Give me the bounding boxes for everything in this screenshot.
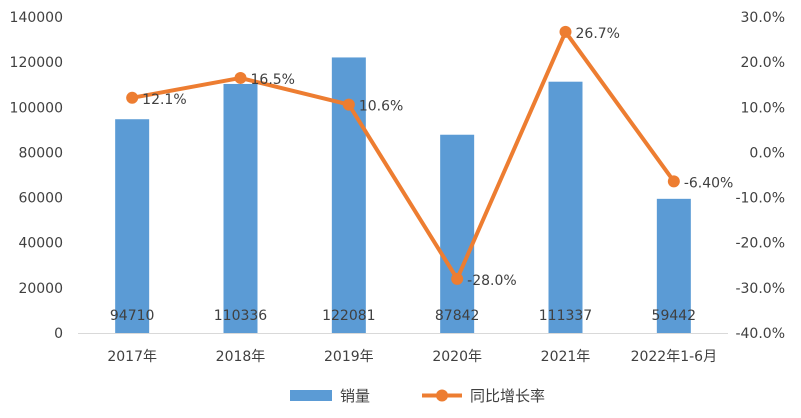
category-axis: 2017年 2018年 2019年 2020年 2021年 2022年1-6月 [107, 349, 717, 365]
left-axis: 0 20000 40000 60000 80000 100000 120000 140000 [10, 10, 63, 342]
category-label: 2019年 [324, 349, 374, 365]
right-axis-tick-label: 0.0% [749, 145, 785, 161]
line-value-label: 12.1% [142, 92, 186, 108]
line-value-label: 26.7% [576, 26, 620, 42]
line-marker [667, 175, 680, 188]
right-axis-tick-label: 20.0% [741, 55, 785, 71]
line-marker [234, 71, 247, 84]
line-marker [126, 91, 139, 104]
bar-value-label: 59442 [652, 308, 697, 324]
bar [440, 134, 475, 333]
left-axis-tick-label: 100000 [10, 100, 63, 116]
line-marker [342, 98, 355, 111]
line-value-labels: 12.1% 16.5% 10.6% -28.0% 26.7% -6.40% [142, 26, 733, 289]
legend: 销量 同比增长率 [290, 387, 545, 405]
line-marker [451, 272, 464, 285]
line-value-label: -28.0% [467, 273, 517, 289]
bar [656, 198, 691, 333]
right-axis-tick-label: -30.0% [735, 281, 785, 297]
legend-bar-label: 销量 [340, 387, 370, 405]
right-axis-tick-label: -40.0% [735, 326, 785, 342]
category-label: 2018年 [216, 349, 266, 365]
category-label: 2021年 [541, 349, 591, 365]
left-axis-tick-label: 80000 [18, 145, 63, 161]
bar-value-label: 111337 [539, 308, 592, 324]
bar [115, 119, 150, 333]
bar-value-label: 110336 [214, 308, 268, 324]
line-value-label: -6.40% [684, 175, 734, 191]
line-value-label: 10.6% [359, 99, 403, 115]
left-axis-tick-label: 140000 [10, 10, 63, 26]
category-label: 2022年1-6月 [631, 349, 718, 365]
right-axis-tick-label: -20.0% [735, 236, 785, 252]
bar-value-label: 87842 [435, 308, 480, 324]
line-series [126, 25, 680, 285]
bar [548, 81, 583, 333]
category-label: 2017年 [107, 349, 157, 365]
right-axis-tick-label: -10.0% [735, 191, 785, 207]
right-axis-tick-label: 30.0% [741, 10, 785, 26]
line-path [131, 29, 676, 281]
left-axis-tick-label: 40000 [18, 236, 63, 252]
bar-value-label: 122081 [322, 308, 375, 324]
category-label: 2020年 [432, 349, 482, 365]
right-axis: -40.0% -30.0% -20.0% -10.0% 0.0% 10.0% 20.0% 30… [735, 10, 785, 342]
bar-value-label: 94710 [110, 308, 155, 324]
left-axis-tick-label: 0 [54, 326, 63, 342]
legend-line-label: 同比增长率 [470, 387, 545, 405]
line-value-label: 16.5% [251, 72, 295, 88]
bar-value-labels: 94710 110336 122081 87842 111337 59442 [110, 308, 696, 324]
bar [223, 83, 258, 333]
left-axis-tick-label: 20000 [18, 281, 63, 297]
bar-series [115, 57, 691, 334]
left-axis-tick-label: 60000 [18, 191, 63, 207]
line-marker [559, 25, 572, 38]
legend-bar-swatch [290, 390, 332, 401]
left-axis-tick-label: 120000 [10, 55, 63, 71]
legend-line-marker [436, 389, 448, 402]
right-axis-tick-label: 10.0% [741, 100, 785, 116]
